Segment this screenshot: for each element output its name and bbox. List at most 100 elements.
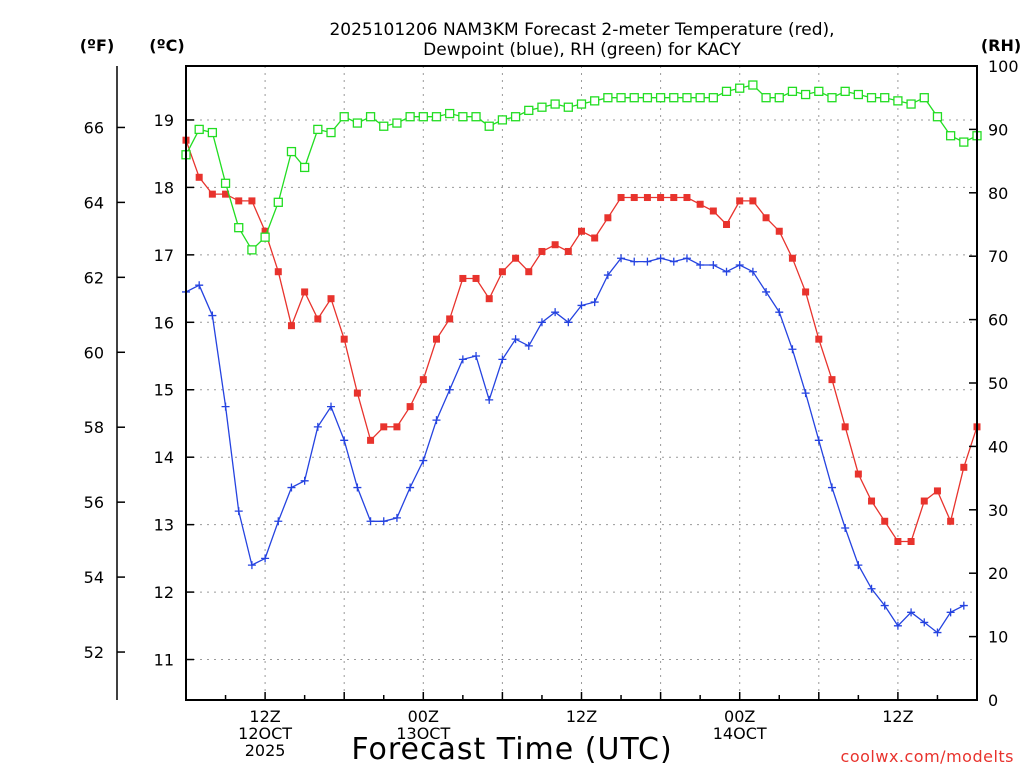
temperature-point — [367, 436, 375, 444]
rh-point — [431, 112, 442, 122]
temperature-point — [894, 538, 902, 545]
rh-point — [247, 245, 257, 255]
dewpoint-point — [511, 335, 520, 344]
temperature-point — [788, 254, 796, 262]
rh-tick-label: 90 — [988, 120, 1008, 139]
celsius-tick-label: 13 — [154, 516, 174, 535]
rh-point — [563, 102, 573, 112]
chart-title: 2025101206 NAM3KM Forecast 2-meter Tempe… — [329, 20, 834, 60]
temperature-point — [485, 295, 493, 303]
rh-unit-label: (RH) — [981, 36, 1021, 55]
fahrenheit-tick-label: 64 — [84, 193, 104, 212]
rh-point — [273, 197, 283, 207]
dewpoint-point — [472, 352, 481, 361]
rh-point — [313, 124, 323, 135]
dewpoint-point — [274, 517, 283, 526]
temperature-point — [947, 517, 955, 525]
rh-tick-label: 70 — [988, 247, 1008, 266]
temperature-point — [960, 463, 968, 471]
rh-point — [365, 112, 376, 122]
rh-point — [550, 99, 560, 109]
rh-point — [576, 99, 587, 109]
dewpoint-point — [959, 601, 968, 610]
dewpoint-point — [445, 385, 454, 394]
temperature-point — [393, 423, 401, 431]
temperature-point — [551, 241, 559, 249]
dewpoint-point — [458, 355, 467, 364]
temperature-point — [841, 423, 849, 431]
rh-point — [827, 93, 837, 103]
dewpoint-point — [498, 355, 507, 364]
temperature-point — [208, 190, 216, 198]
temperature-point — [670, 194, 678, 202]
temperature-point — [617, 194, 625, 202]
temperature-point — [261, 227, 269, 235]
celsius-tick-label: 18 — [154, 178, 174, 197]
fahrenheit-tick-label: 58 — [84, 418, 104, 437]
dewpoint-point — [379, 517, 388, 526]
temperature-point — [406, 403, 414, 411]
fahrenheit-tick-label: 52 — [84, 643, 104, 662]
rh-point — [774, 93, 784, 103]
temperature-point — [604, 214, 612, 222]
temperature-point — [498, 268, 506, 276]
dewpoint-point — [247, 561, 256, 570]
fahrenheit-unit-label: (ºF) — [80, 36, 115, 55]
temperature-point — [854, 470, 862, 478]
temperature-point — [564, 247, 572, 255]
dewpoint-point — [564, 318, 573, 327]
rh-point — [787, 86, 798, 97]
x-tick-label: 00Z — [724, 707, 755, 726]
x-tick-label: 2025 — [245, 741, 286, 760]
temperature-point — [920, 497, 928, 505]
dewpoint-point — [617, 254, 626, 263]
rh-point — [748, 80, 758, 90]
dewpoint-point — [234, 507, 243, 516]
temperature-point — [736, 197, 744, 205]
rh-point — [919, 93, 929, 103]
temperature-point — [775, 227, 783, 235]
dewpoint-point — [195, 281, 204, 290]
rh-point — [326, 127, 336, 138]
dewpoint-point — [709, 260, 718, 269]
dewpoint-point — [287, 483, 296, 492]
temperature-point — [195, 173, 203, 181]
temperature-point — [868, 497, 876, 505]
rh-point — [458, 112, 468, 122]
dewpoint-point — [893, 621, 902, 630]
temperature-point — [683, 194, 691, 202]
dewpoint-point — [313, 422, 322, 431]
rh-tick-label: 30 — [988, 501, 1008, 520]
dewpoint-point — [735, 260, 744, 269]
temperature-point — [459, 274, 467, 282]
dewpoint-point — [722, 267, 731, 276]
rh-point — [603, 93, 613, 103]
temperature-point — [538, 247, 546, 255]
rh-tick-label: 50 — [988, 374, 1008, 393]
rh-point — [840, 86, 850, 97]
fahrenheit-tick-label: 62 — [84, 268, 104, 287]
dewpoint-point — [366, 517, 375, 526]
dewpoint-point — [485, 395, 494, 404]
rh-point — [524, 105, 534, 116]
dewpoint-point — [801, 389, 810, 398]
temperature-point — [314, 315, 322, 323]
temperature-point — [235, 197, 243, 205]
rh-tick-label: 100 — [988, 57, 1019, 76]
dewpoint-point — [841, 524, 850, 533]
rh-point — [932, 112, 943, 122]
temperature-point — [353, 389, 361, 397]
temperature-point — [419, 376, 427, 384]
rh-point — [800, 89, 811, 100]
dewpoint-point — [907, 608, 916, 617]
dewpoint-point — [524, 341, 533, 350]
dewpoint-point — [221, 402, 230, 411]
x-tick-label: 14OCT — [713, 724, 767, 743]
celsius-tick-label: 12 — [154, 583, 174, 602]
rh-point — [893, 96, 903, 106]
rh-point — [379, 121, 389, 131]
x-tick-label: 12Z — [882, 707, 913, 726]
rh-point — [260, 232, 270, 242]
dewpoint-point — [788, 345, 797, 354]
